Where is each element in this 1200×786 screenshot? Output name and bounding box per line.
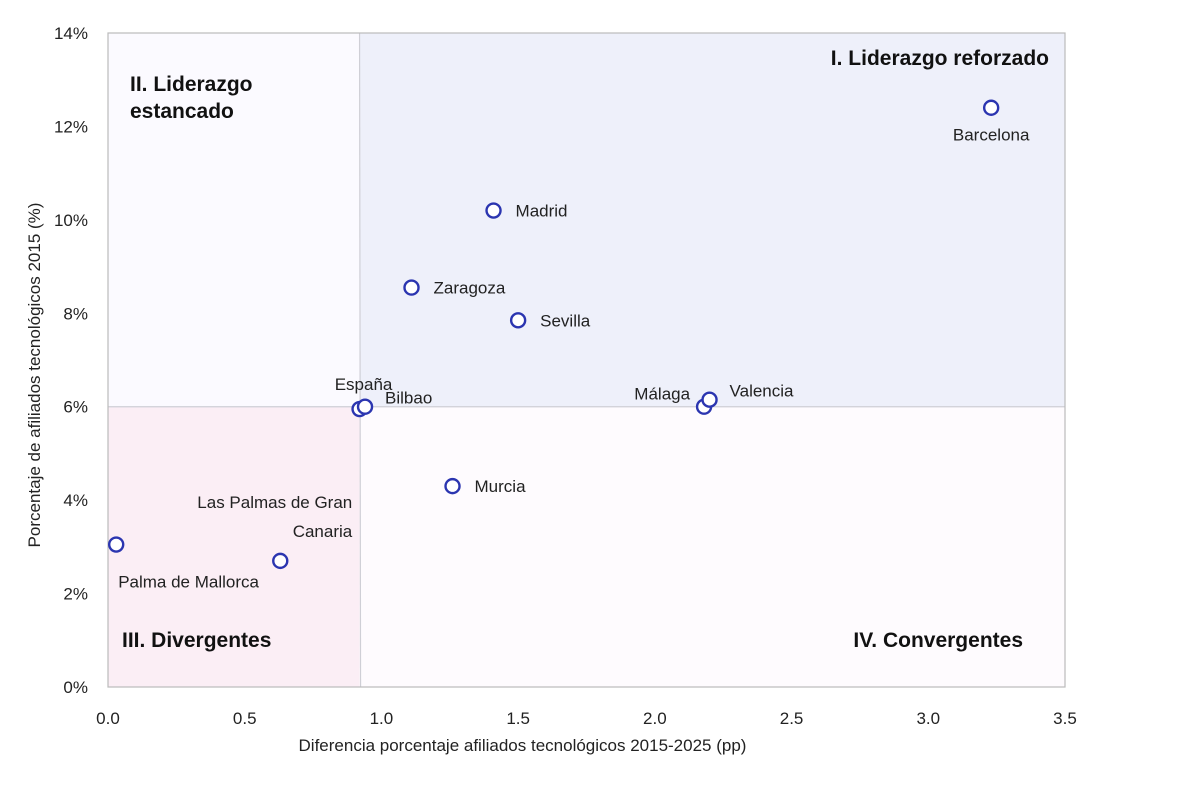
point-las-palmas-de-gran-canaria — [272, 552, 289, 570]
point-label-line: Zaragoza — [434, 279, 506, 298]
y-tick-label: 2% — [63, 585, 88, 604]
y-axis-title: Porcentaje de afiliados tecnológicos 201… — [25, 203, 44, 548]
y-tick-label: 0% — [63, 678, 88, 697]
point-label: Sevilla — [540, 311, 591, 330]
x-tick-label: 3.0 — [916, 709, 940, 728]
quadrant-label-line: III. Divergentes — [122, 629, 271, 652]
x-tick-label: 0.5 — [233, 709, 257, 728]
x-tick-label: 2.5 — [780, 709, 804, 728]
quadrant-label-q3: III. Divergentes — [122, 629, 271, 652]
x-tick-label: 0.0 — [96, 709, 120, 728]
point-bilbao — [356, 398, 374, 415]
point-madrid — [485, 202, 502, 219]
plot-frame — [107, 32, 1066, 688]
point-label-line: Palma de Mallorca — [118, 573, 259, 592]
y-tick-label: 12% — [54, 117, 88, 136]
point-label: Murcia — [475, 477, 527, 496]
y-tick-label: 10% — [54, 211, 88, 230]
quadrant-label-line: II. Liderazgo — [130, 73, 253, 96]
point-label: Madrid — [516, 202, 568, 221]
x-axis-title: Diferencia porcentaje afiliados tecnológ… — [299, 736, 747, 755]
point-label-line: España — [335, 375, 393, 394]
point-sevilla — [509, 312, 527, 329]
y-tick-label: 8% — [63, 304, 88, 323]
point-label: Barcelona — [953, 126, 1030, 145]
quadrant-backgrounds — [108, 33, 1065, 687]
x-tick-label: 1.5 — [506, 709, 530, 728]
quadrant-q4 — [359, 406, 1065, 687]
data-points — [108, 99, 1000, 570]
y-axis-ticks: 0% 2% 4% 6% 8% 10% 12% 14% — [54, 24, 88, 697]
point-label-line: Las Palmas de Gran — [197, 493, 352, 512]
y-tick-label: 14% — [54, 24, 88, 43]
point-label: Palma de Mallorca — [118, 573, 259, 592]
quadrant-q1 — [359, 33, 1065, 407]
quadrant-labels: I. Liderazgo reforzado II. Liderazgo estan… — [122, 47, 1049, 652]
point-label: Zaragoza — [434, 279, 506, 298]
point-valencia — [701, 391, 718, 408]
point-label: Valencia — [730, 382, 794, 401]
y-tick-label: 6% — [63, 398, 88, 417]
quadrant-label-q1: I. Liderazgo reforzado — [831, 47, 1049, 70]
quadrant-q2 — [108, 33, 360, 407]
x-tick-label: 3.5 — [1053, 709, 1077, 728]
point-label: Bilbao — [385, 389, 432, 408]
point-label-line: Barcelona — [953, 126, 1030, 145]
point-label: Las Palmas de Gran Canaria — [197, 493, 353, 541]
x-tick-label: 2.0 — [643, 709, 667, 728]
quadrant-label-line: IV. Convergentes — [853, 629, 1023, 652]
point-label-line: Canaria — [293, 522, 353, 541]
point-palma-de-mallorca — [108, 536, 125, 553]
quadrant-label-q4: IV. Convergentes — [853, 629, 1023, 652]
reference-line-vertical — [358, 32, 362, 688]
point-label-line: Murcia — [475, 477, 527, 496]
point-label: Málaga — [634, 385, 690, 404]
point-label-line: Madrid — [516, 202, 568, 221]
point-zaragoza — [403, 279, 420, 296]
quadrant-q3 — [108, 406, 360, 687]
x-axis-ticks: 0.0 0.5 1.0 1.5 2.0 2.5 3.0 3.5 — [96, 709, 1077, 728]
point-murcia — [444, 477, 461, 495]
point-label-line: Bilbao — [385, 389, 432, 408]
quadrant-label-line: estancado — [130, 100, 234, 123]
point-label: España — [335, 375, 393, 394]
point-label-line: Málaga — [634, 385, 690, 404]
quadrant-label-q2: II. Liderazgo estancado — [130, 73, 253, 123]
y-tick-label: 4% — [63, 491, 88, 510]
point-barcelona — [982, 99, 1000, 116]
quadrant-label-line: I. Liderazgo reforzado — [831, 47, 1049, 70]
point-label-line: Valencia — [730, 382, 794, 401]
point-labels: Barcelona Madrid Zaragoza Sevilla EspañaBilb… — [118, 126, 1030, 592]
x-tick-label: 1.0 — [370, 709, 394, 728]
reference-lines — [108, 32, 1065, 688]
point-label-line: Sevilla — [540, 311, 591, 330]
